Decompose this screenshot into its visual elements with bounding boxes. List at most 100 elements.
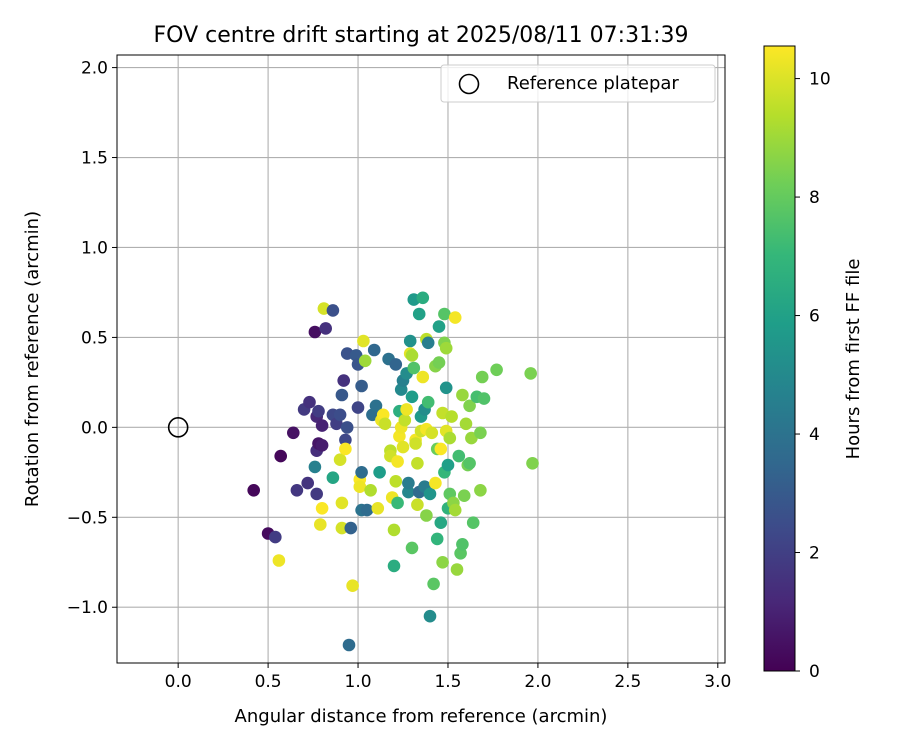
data-point — [308, 325, 322, 339]
x-tick-label: 1.5 — [434, 672, 461, 692]
data-points — [247, 291, 539, 652]
data-point — [403, 334, 417, 348]
data-point — [457, 489, 471, 503]
data-point — [314, 518, 327, 531]
data-point — [335, 388, 349, 402]
data-point — [339, 433, 352, 447]
data-point — [269, 530, 282, 544]
colorbar-tick-label: 0 — [809, 662, 820, 682]
data-point — [400, 403, 413, 416]
data-point — [411, 498, 424, 512]
plot-frame — [116, 54, 726, 664]
data-point — [421, 395, 435, 409]
y-axis-label: Rotation from reference (arcmin) — [22, 211, 43, 507]
legend-box — [440, 64, 716, 103]
data-point — [430, 532, 444, 546]
data-point — [335, 496, 349, 510]
data-point — [474, 426, 487, 440]
data-point — [391, 455, 404, 468]
data-point — [391, 496, 404, 510]
data-point — [466, 516, 480, 529]
x-tick-label: 0.5 — [255, 672, 282, 692]
data-point — [387, 559, 401, 573]
data-point — [456, 388, 469, 402]
data-point — [337, 374, 351, 387]
data-point — [378, 417, 392, 431]
legend-entry-label: Reference platepar — [507, 73, 679, 94]
grid-lines — [117, 55, 725, 663]
y-tick-label: 1.0 — [81, 238, 108, 258]
data-point — [389, 475, 403, 488]
data-point — [407, 361, 421, 375]
data-point — [315, 419, 329, 432]
data-point — [335, 521, 349, 535]
data-point — [425, 426, 439, 440]
x-axis-label: Angular distance from reference (arcmin) — [235, 706, 608, 727]
data-point — [475, 370, 489, 384]
colorbar-tick-label: 10 — [809, 70, 831, 90]
y-tick-label: 1.5 — [81, 149, 108, 169]
data-point — [351, 401, 365, 414]
data-point — [409, 437, 422, 450]
data-point — [340, 421, 354, 434]
data-point — [312, 404, 325, 418]
data-point — [405, 390, 419, 404]
data-point — [452, 449, 466, 463]
x-tick-label: 2.5 — [614, 672, 641, 692]
data-point — [357, 334, 370, 348]
data-point — [310, 487, 324, 501]
data-point — [412, 307, 426, 321]
data-point — [315, 439, 329, 452]
data-point — [416, 370, 430, 384]
data-point — [333, 453, 347, 467]
data-point — [353, 480, 367, 494]
data-point — [389, 358, 403, 371]
data-point — [405, 349, 419, 362]
y-tick-label: −1.0 — [67, 598, 108, 618]
data-point — [439, 381, 453, 395]
data-point — [463, 399, 476, 413]
data-point — [303, 395, 316, 409]
data-point — [346, 579, 359, 592]
data-point — [333, 408, 347, 422]
data-point — [301, 476, 315, 490]
data-point — [272, 554, 286, 567]
data-point — [438, 307, 451, 321]
data-point — [308, 460, 322, 474]
x-tick-label: 0.0 — [165, 672, 192, 692]
colorbar-tick-label: 4 — [809, 425, 820, 445]
data-point — [459, 417, 473, 431]
data-point — [287, 426, 300, 440]
x-tick-label: 2.0 — [524, 672, 551, 692]
y-tick-label: 0.5 — [81, 328, 108, 348]
colorbar-label: Hours from first FF file — [843, 259, 864, 460]
data-point — [369, 399, 383, 413]
data-point — [474, 484, 487, 497]
data-point — [423, 487, 437, 501]
data-point — [441, 458, 455, 472]
data-point — [456, 538, 469, 551]
data-point — [411, 457, 424, 470]
data-point — [315, 502, 329, 515]
data-point — [355, 379, 368, 393]
data-point — [396, 440, 410, 454]
data-point — [342, 638, 356, 652]
data-point — [524, 367, 537, 380]
data-point — [434, 516, 448, 529]
data-point — [432, 320, 446, 333]
data-point — [326, 304, 340, 317]
legend-reference-marker — [458, 73, 480, 95]
data-point — [448, 311, 462, 324]
chart-title: FOV centre drift starting at 2025/08/11 … — [154, 23, 689, 48]
data-point — [398, 413, 412, 427]
colorbar-tick-label: 6 — [809, 307, 820, 327]
data-point — [448, 503, 462, 517]
x-tick-label: 3.0 — [704, 672, 731, 692]
data-point — [443, 431, 457, 445]
data-point — [344, 521, 358, 535]
x-axis-ticks: 0.0 0.5 1.0 1.5 2.0 2.5 3.0 — [165, 663, 731, 692]
data-point — [439, 341, 453, 355]
data-point — [427, 577, 440, 591]
data-point — [450, 563, 464, 576]
data-point — [319, 322, 333, 335]
